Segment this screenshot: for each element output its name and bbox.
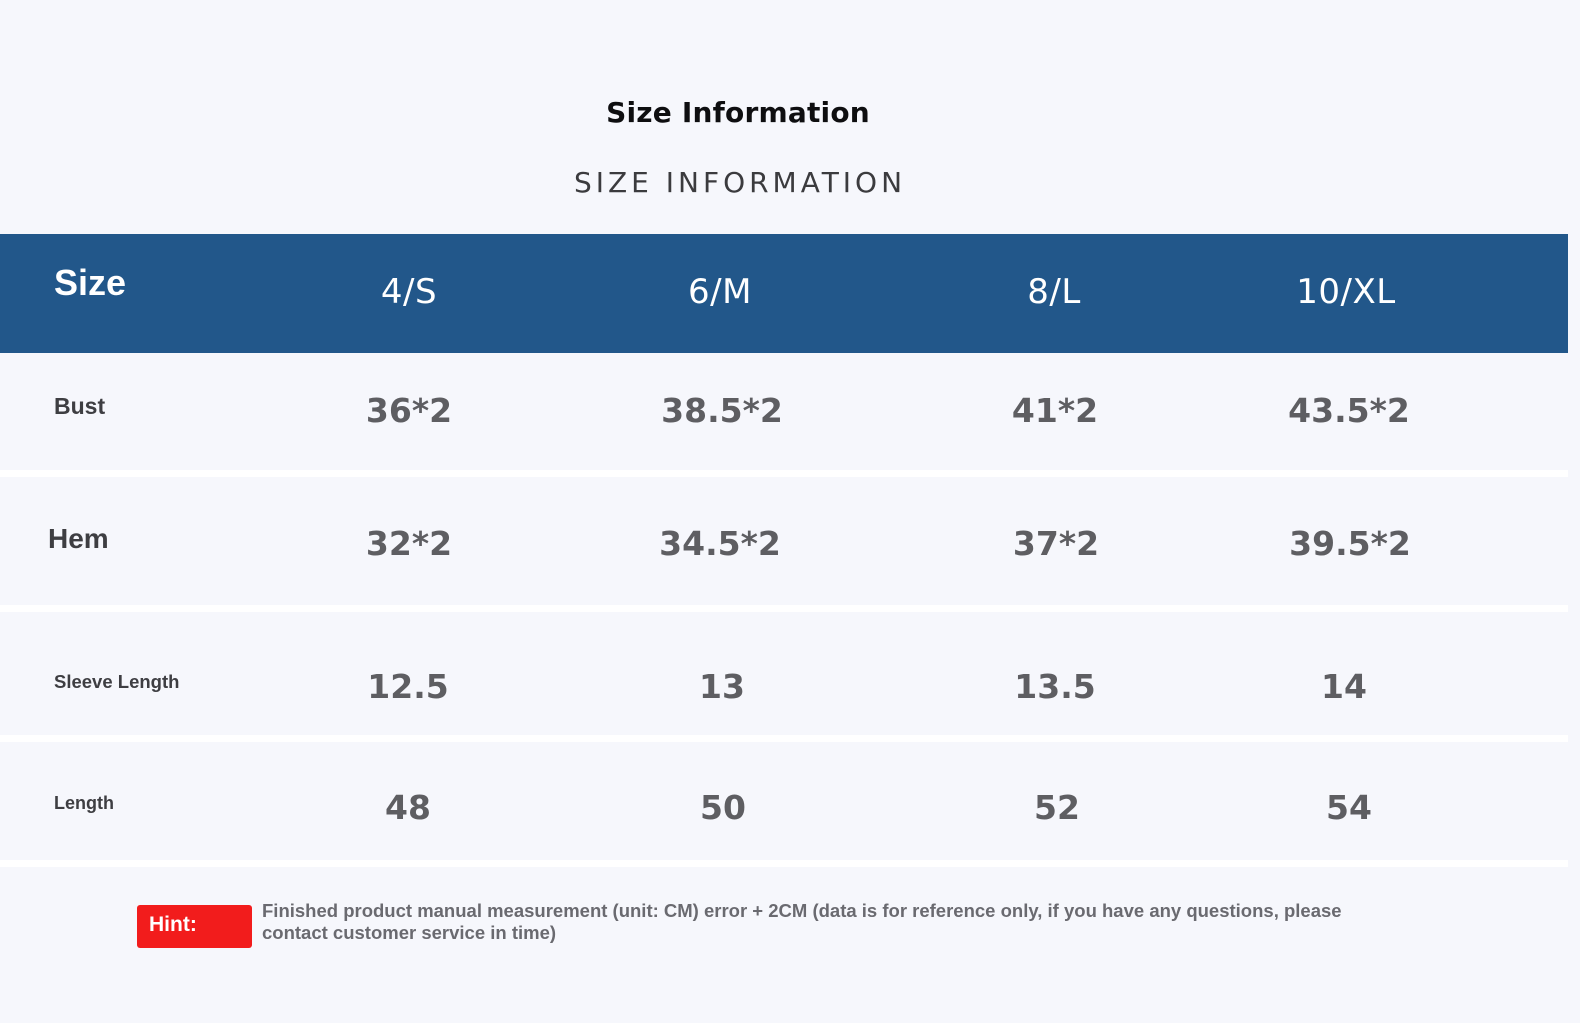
hint-label: Hint:	[149, 913, 197, 936]
cell-sleeve-m: 13	[699, 667, 745, 706]
cell-bust-m: 38.5*2	[661, 391, 783, 430]
cell-bust-l: 41*2	[1011, 391, 1099, 430]
cell-hem-s: 32*2	[365, 524, 453, 563]
page-subtitle: SIZE INFORMATION	[573, 166, 907, 199]
row-label-sleeve-length: Sleeve Length	[54, 671, 180, 692]
cell-length-xl: 54	[1326, 788, 1372, 827]
cell-length-l: 52	[1034, 788, 1080, 827]
page-title: Size Information	[606, 96, 870, 129]
cell-hem-m: 34.5*2	[659, 524, 781, 563]
row-label-bust: Bust	[54, 393, 106, 419]
cell-length-m: 50	[700, 788, 746, 827]
cell-length-s: 48	[385, 788, 431, 827]
header-size-label: Size	[54, 262, 127, 303]
row-divider	[0, 860, 1568, 867]
header-col-s: 4/S	[380, 272, 438, 312]
header-col-l: 8/L	[1027, 272, 1081, 312]
cell-sleeve-l: 13.5	[1014, 667, 1096, 706]
cell-bust-s: 36*2	[365, 391, 453, 430]
cell-sleeve-s: 12.5	[367, 667, 449, 706]
cell-bust-xl: 43.5*2	[1288, 391, 1410, 430]
row-divider	[0, 470, 1568, 477]
hint-badge: Hint:	[137, 905, 252, 948]
row-label-length: Length	[54, 793, 114, 813]
row-label-hem: Hem	[48, 523, 109, 554]
cell-hem-xl: 39.5*2	[1289, 524, 1411, 563]
row-divider	[0, 735, 1568, 742]
row-divider	[0, 605, 1568, 612]
hint-text: Finished product manual measurement (uni…	[262, 900, 1342, 943]
table-header-band	[0, 234, 1568, 353]
header-col-m: 6/M	[688, 272, 752, 312]
header-col-xl: 10/XL	[1296, 272, 1396, 312]
cell-sleeve-xl: 14	[1321, 667, 1367, 706]
cell-hem-l: 37*2	[1012, 524, 1100, 563]
